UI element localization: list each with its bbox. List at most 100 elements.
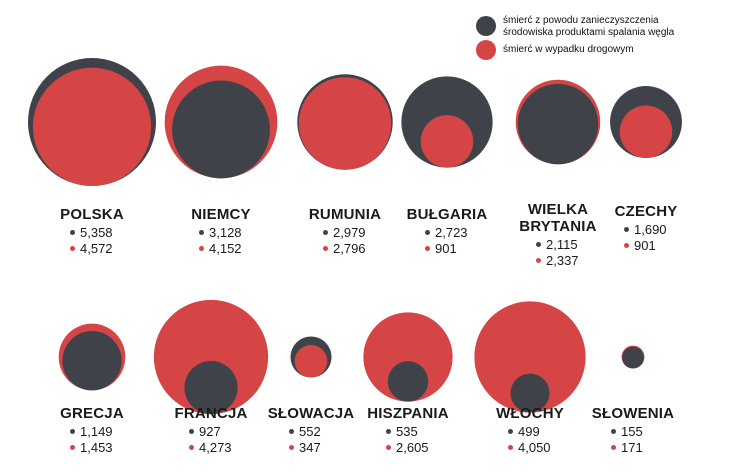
bubble-group-5 [610, 86, 682, 158]
value-label-road: 4,050 [518, 440, 551, 455]
value-label-pollution: 3,128 [209, 225, 242, 240]
bubble-pollution [622, 346, 644, 369]
country-name: HISZPANIA [367, 405, 449, 422]
value-dot-road [536, 258, 541, 264]
bubble-group-8 [290, 336, 332, 378]
value-dot-pollution [386, 429, 391, 435]
value-label-pollution: 155 [621, 424, 643, 439]
value-road: 1,453 [70, 440, 113, 455]
country-name: SŁOWENIA [591, 405, 675, 422]
bubble-group-9 [363, 312, 453, 402]
country-name: FRANCJA [174, 405, 248, 422]
value-label-pollution: 552 [299, 424, 321, 439]
bubble-road [619, 105, 673, 158]
legend-label-road: śmierć w wypadku drogowym [503, 44, 634, 55]
value-label-pollution: 2,115 [546, 237, 578, 252]
value-pollution: 2,723 [425, 225, 468, 240]
value-road: 901 [425, 241, 457, 256]
value-label-road: 4,572 [80, 241, 113, 256]
value-dot-pollution [425, 230, 430, 236]
value-pollution: 1,690 [624, 222, 667, 237]
legend-swatch-road [476, 40, 496, 60]
country-name: WŁOCHY [496, 405, 564, 422]
value-label-road: 2,337 [546, 253, 579, 268]
country-name: RUMUNIA [308, 206, 382, 223]
value-label-pollution: 2,979 [333, 225, 366, 240]
bubble-pollution [62, 331, 122, 391]
bubble-pollution [184, 360, 238, 415]
country-name: CZECHY [614, 203, 678, 220]
value-road: 347 [289, 440, 321, 455]
country-name: POLSKA [60, 206, 124, 223]
value-pollution: 499 [508, 424, 540, 439]
value-dot-pollution [624, 227, 629, 233]
legend-label-pollution: śmierć z powodu zanieczyszczenia środowi… [503, 15, 675, 38]
value-dot-road [611, 445, 616, 451]
bubble-group-4 [515, 79, 601, 165]
country-name: BUŁGARIA [406, 206, 488, 223]
country-name: WIELKA BRYTANIA [519, 201, 597, 235]
bubble-pollution [172, 80, 270, 179]
value-dot-road [425, 246, 430, 252]
value-dot-road [624, 243, 629, 249]
bubble-pollution [510, 373, 550, 413]
value-road: 4,273 [189, 440, 232, 455]
value-label-road: 347 [299, 440, 321, 455]
value-road: 171 [611, 440, 643, 455]
value-label-pollution: 5,358 [80, 225, 113, 240]
bubble-pollution [517, 83, 599, 165]
country-name: NIEMCY [191, 206, 251, 223]
bubble-road [363, 312, 453, 402]
value-dot-road [323, 246, 328, 252]
value-label-road: 4,152 [209, 241, 242, 256]
country-name: GRECJA [60, 405, 124, 422]
value-label-pollution: 1,149 [80, 424, 113, 439]
value-dot-road [70, 246, 75, 252]
bubble-road [32, 67, 152, 186]
value-dot-road [386, 445, 391, 451]
value-pollution: 2,115 [536, 237, 578, 252]
value-dot-pollution [323, 230, 328, 236]
value-pollution: 552 [289, 424, 321, 439]
value-dot-pollution [536, 242, 541, 248]
bubble-pollution [387, 361, 429, 402]
bubble-group-0 [28, 58, 156, 186]
bubble-road [153, 299, 269, 415]
value-dot-pollution [70, 230, 75, 236]
value-label-road: 2,605 [396, 440, 429, 455]
value-label-road: 171 [621, 440, 643, 455]
value-pollution: 155 [611, 424, 643, 439]
value-label-pollution: 535 [396, 424, 418, 439]
value-pollution: 5,358 [70, 225, 113, 240]
value-dot-pollution [289, 429, 294, 435]
bubble-road [420, 115, 474, 168]
value-dot-pollution [189, 429, 194, 435]
bubble-group-11 [621, 345, 645, 369]
value-dot-pollution [611, 429, 616, 435]
value-road: 4,572 [70, 241, 113, 256]
bubble-road [474, 301, 586, 413]
value-label-road: 4,273 [199, 440, 232, 455]
value-pollution: 3,128 [199, 225, 242, 240]
value-pollution: 535 [386, 424, 418, 439]
value-label-road: 901 [435, 241, 457, 256]
value-road: 4,152 [199, 241, 242, 256]
value-road: 2,796 [323, 241, 366, 256]
value-dot-pollution [508, 429, 513, 435]
legend-swatch-pollution [476, 16, 496, 36]
value-dot-pollution [70, 429, 75, 435]
bubble-group-6 [58, 323, 126, 391]
value-pollution: 927 [189, 424, 221, 439]
bubble-group-7 [153, 299, 269, 415]
value-label-pollution: 927 [199, 424, 221, 439]
value-dot-road [508, 445, 513, 451]
value-label-pollution: 499 [518, 424, 540, 439]
bubble-road [298, 77, 392, 170]
bubble-group-1 [164, 65, 278, 179]
value-road: 901 [624, 238, 656, 253]
country-name: SŁOWACJA [267, 405, 355, 422]
value-dot-road [70, 445, 75, 451]
value-road: 2,605 [386, 440, 429, 455]
